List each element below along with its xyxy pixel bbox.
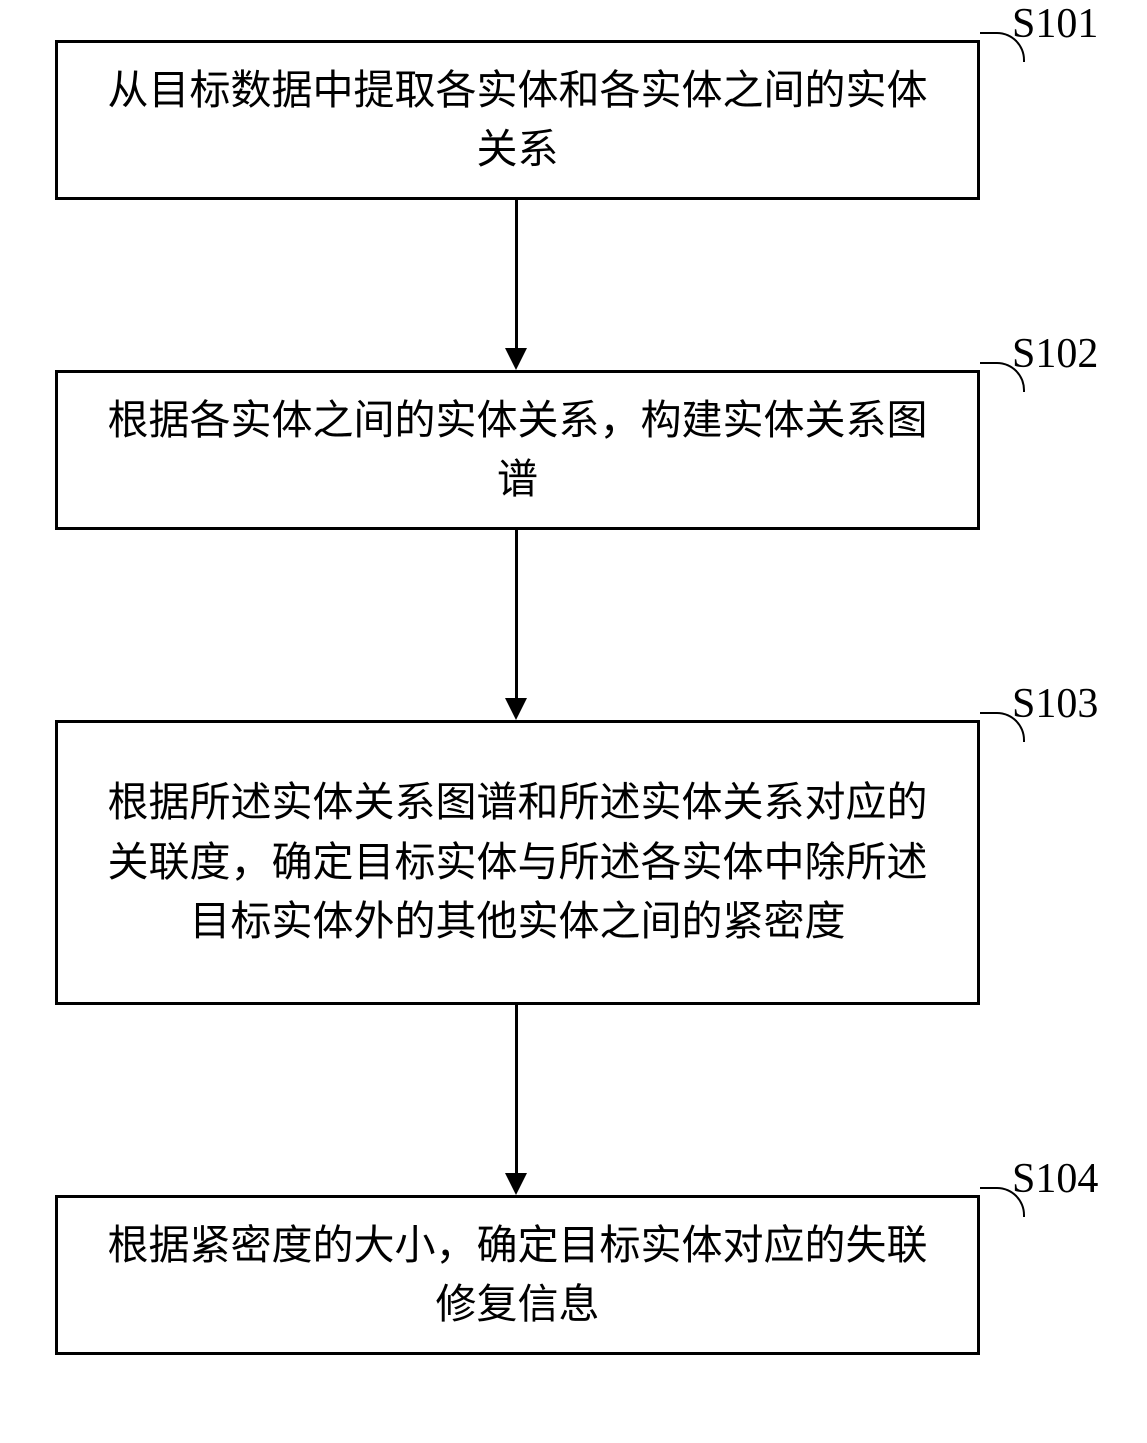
step-box-4: 根据紧密度的大小，确定目标实体对应的失联修复信息 [55, 1195, 980, 1355]
arrow-2-head [505, 698, 527, 720]
step-text-4: 根据紧密度的大小，确定目标实体对应的失联修复信息 [98, 1216, 937, 1335]
arrow-2-line [515, 530, 518, 698]
step-text-1: 从目标数据中提取各实体和各实体之间的实体关系 [98, 61, 937, 180]
step-box-3: 根据所述实体关系图谱和所述实体关系对应的关联度，确定目标实体与所述各实体中除所述… [55, 720, 980, 1005]
step-box-1: 从目标数据中提取各实体和各实体之间的实体关系 [55, 40, 980, 200]
step-text-2: 根据各实体之间的实体关系，构建实体关系图谱 [98, 391, 937, 510]
arrow-3-head [505, 1173, 527, 1195]
flowchart-canvas: 从目标数据中提取各实体和各实体之间的实体关系 S101 根据各实体之间的实体关系… [0, 0, 1147, 1443]
step-box-2: 根据各实体之间的实体关系，构建实体关系图谱 [55, 370, 980, 530]
step-text-3: 根据所述实体关系图谱和所述实体关系对应的关联度，确定目标实体与所述各实体中除所述… [98, 773, 937, 951]
step-label-1: S101 [1012, 0, 1098, 48]
step-label-3: S103 [1012, 680, 1098, 728]
step-label-2: S102 [1012, 330, 1098, 378]
arrow-1-head [505, 348, 527, 370]
step-label-4: S104 [1012, 1155, 1098, 1203]
arrow-3-line [515, 1005, 518, 1173]
arrow-1-line [515, 200, 518, 348]
